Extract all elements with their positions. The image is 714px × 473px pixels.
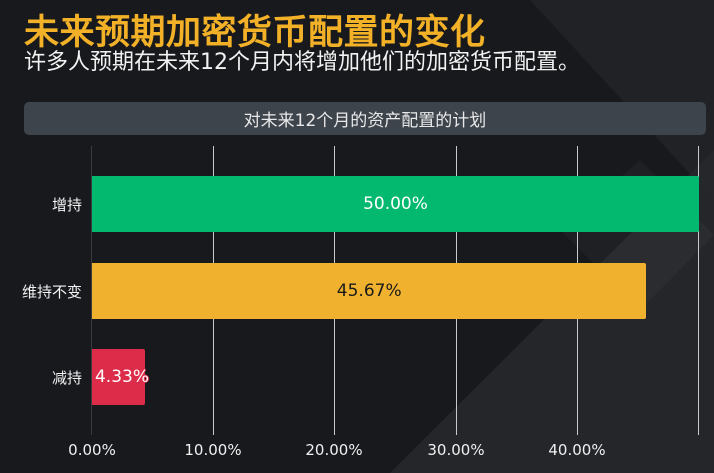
page-subtitle: 许多人预期在未来12个月内将增加他们的加密货币配置。 xyxy=(24,50,580,75)
category-label-decrease: 减持 xyxy=(51,368,82,387)
bar-increase xyxy=(92,176,699,232)
page-title: 未来预期加密货币配置的变化 xyxy=(24,13,486,53)
x-tick-20: 20.00% xyxy=(305,441,363,459)
bar-value-decrease: 4.33% xyxy=(94,367,149,387)
gridline-50 xyxy=(698,146,699,435)
bar-decrease xyxy=(92,349,145,405)
category-label-maintain: 维持不变 xyxy=(21,282,82,301)
chart-title-bar: 对未来12个月的资产配置的计划 xyxy=(24,102,706,135)
x-tick-0: 0.00% xyxy=(68,441,116,459)
x-tick-40: 40.00% xyxy=(548,441,606,459)
x-tick-10: 10.00% xyxy=(184,441,242,459)
bar-maintain xyxy=(92,263,647,319)
chart-title: 对未来12个月的资产配置的计划 xyxy=(243,111,487,131)
y-axis-line xyxy=(91,146,92,435)
x-tick-30: 30.00% xyxy=(427,441,485,459)
category-label-increase: 增持 xyxy=(51,195,82,214)
bar-value-increase: 50.00% xyxy=(363,194,428,214)
bar-value-maintain: 45.67% xyxy=(336,281,402,301)
